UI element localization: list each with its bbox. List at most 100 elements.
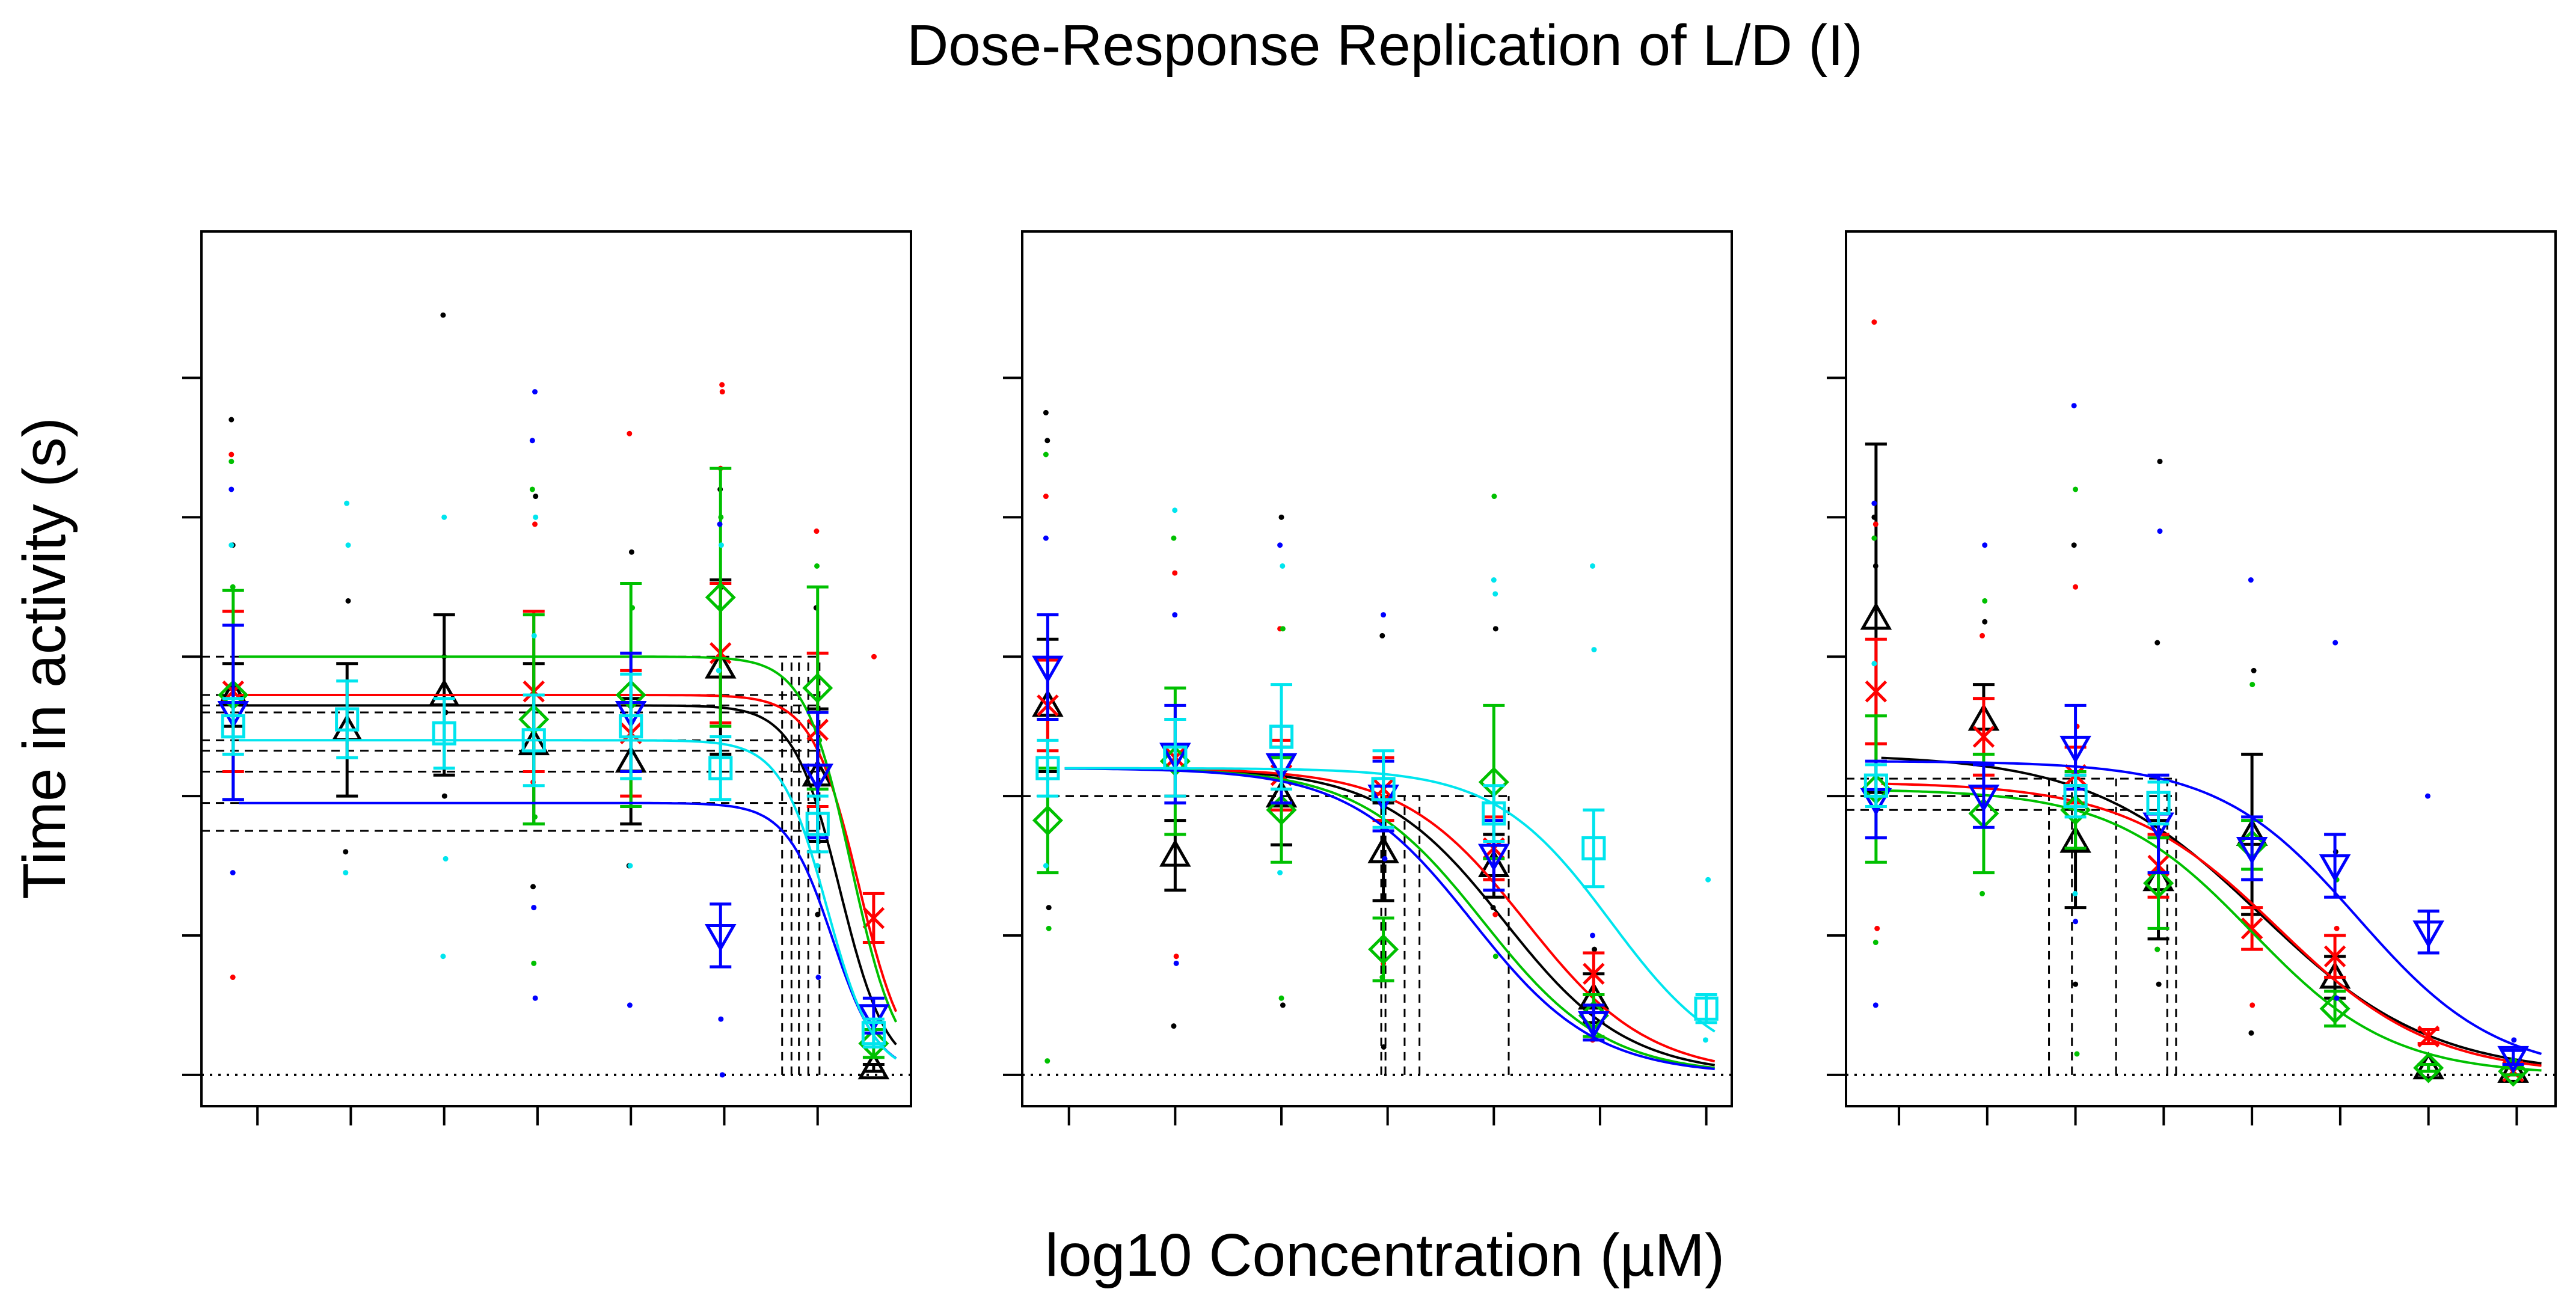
raw-point [1874,925,1880,931]
mean-marker [2240,917,2263,940]
raw-point [1381,1044,1387,1050]
raw-point [2249,1002,2256,1008]
mean-marker [1482,801,1506,826]
panel-flx [1003,230,1733,1125]
panel-vnx [1827,230,2557,1125]
mean-marker [2063,783,2088,809]
mean-marker [2412,920,2444,949]
raw-point [1982,542,1988,548]
raw-point [529,486,535,492]
raw-point [1980,890,1986,896]
raw-point [718,542,724,548]
error-bar [1483,784,1505,843]
mean-marker [1269,724,1294,749]
raw-point [2157,459,2163,465]
raw-point [1871,319,1877,325]
raw-point [1043,535,1049,541]
raw-point [529,438,535,444]
raw-point [2424,793,2430,799]
mean-marker [857,1052,890,1080]
raw-point [2157,528,2163,534]
mean-marker [1863,773,1889,798]
error-bar [1372,916,1394,982]
raw-point [1590,563,1596,569]
raw-point [1044,438,1050,444]
raw-point [440,312,446,318]
mean-marker [432,721,456,745]
raw-point [1591,647,1597,653]
raw-point [1871,500,1877,506]
raw-point [2071,403,2077,409]
raw-point [530,884,536,890]
raw-point [532,389,538,395]
raw-point [441,793,447,799]
raw-point [1980,632,1986,638]
raw-point [1172,612,1178,618]
mean-marker [521,728,546,753]
mean-marker [2323,945,2346,968]
raw-point [1171,535,1177,541]
raw-point [2154,640,2160,646]
error-bar [1271,683,1293,791]
raw-point [531,960,537,966]
mean-marker [1478,843,1510,872]
mean-marker [1860,602,1892,630]
raw-point [1872,940,1878,946]
mean-marker [1163,745,1188,770]
raw-point [814,563,820,569]
figure-title: Dose-Response Replication of L/D (I) [907,13,1863,78]
mean-marker [858,1028,889,1059]
raw-point [228,486,235,492]
raw-point [532,995,538,1001]
mean-marker [1967,785,2000,813]
raw-point [814,528,820,534]
raw-point [2248,1030,2254,1036]
series-cyan [221,500,897,1060]
raw-point [1379,632,1385,638]
raw-point [815,975,821,981]
mean-marker [2236,837,2268,865]
mean-marker [1972,726,1995,748]
mean-marker [2319,854,2351,883]
error-bar [1583,808,1605,889]
raw-point [440,954,446,960]
raw-point [1280,563,1286,569]
raw-point [343,849,349,855]
raw-point [1872,1002,1878,1008]
raw-point [230,584,236,590]
raw-point [2073,584,2079,590]
raw-point [1277,870,1283,876]
error-bar [1164,718,1186,798]
series-cyan [1863,661,2171,896]
raw-point [1492,626,1498,632]
raw-point [2248,577,2254,583]
raw-point [1277,542,1283,548]
raw-point [1381,612,1387,618]
error-bar [2064,773,2087,819]
raw-point [1491,577,1497,583]
error-bar [806,794,829,854]
mean-marker [2498,1056,2529,1087]
mean-marker [705,582,736,613]
raw-point [443,856,449,862]
raw-point [228,417,235,423]
raw-point [2073,981,2079,987]
raw-point [230,870,236,876]
mean-marker [221,714,245,739]
raw-point [718,1016,724,1022]
raw-point [1046,905,1052,911]
error-bar [2241,815,2263,881]
raw-point [1492,954,1498,960]
raw-point [2074,1051,2080,1057]
y-axis-label: Time in activity (s) [11,417,78,899]
raw-point [2332,640,2338,646]
raw-point [1492,911,1498,917]
mean-marker [1371,777,1396,801]
raw-point [1043,863,1049,869]
series-cyan [1035,507,1719,1043]
mean-marker [1266,794,1297,825]
plot-frame [1845,230,2557,1107]
mean-marker [2059,825,2091,853]
raw-point [2073,486,2079,492]
raw-point [1871,661,1877,667]
